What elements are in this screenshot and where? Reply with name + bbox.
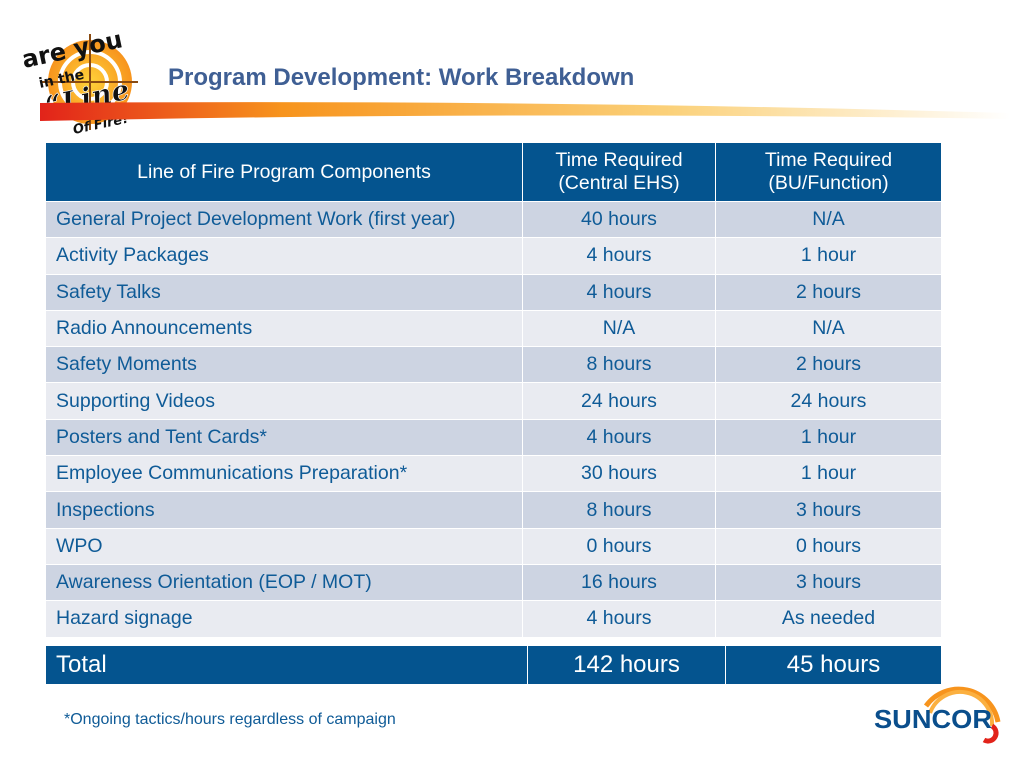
bu-function-time: 2 hours	[715, 273, 942, 311]
suncor-sun-icon	[923, 686, 1001, 744]
component-name: Inspections	[45, 491, 523, 529]
table-header-row: Line of Fire Program Components Time Req…	[45, 142, 942, 202]
bu-function-time: N/A	[715, 200, 942, 239]
component-name: Employee Communications Preparation*	[45, 455, 523, 493]
central-ehs-time: 16 hours	[522, 563, 716, 602]
table-row: Safety Moments 8 hours 2 hours	[45, 346, 942, 384]
table-row: Employee Communications Preparation* 30 …	[45, 455, 942, 493]
table-row: Awareness Orientation (EOP / MOT) 16 hou…	[45, 563, 942, 602]
component-name: Safety Talks	[45, 273, 523, 311]
total-row: Total 142 hours 45 hours	[45, 645, 942, 685]
total-bu-function: 45 hours	[725, 645, 942, 685]
bu-function-time: 1 hour	[715, 418, 942, 457]
component-name: General Project Development Work (first …	[45, 200, 523, 239]
component-name: Activity Packages	[45, 237, 523, 275]
table-row: General Project Development Work (first …	[45, 200, 942, 239]
table-row: Supporting Videos 24 hours 24 hours	[45, 382, 942, 420]
central-ehs-time: 4 hours	[522, 418, 716, 457]
bu-function-time: 0 hours	[715, 527, 942, 565]
central-ehs-time: 4 hours	[522, 600, 716, 638]
total-label: Total	[45, 645, 528, 685]
component-name: Safety Moments	[45, 346, 523, 384]
header-swoosh	[40, 102, 1010, 121]
bu-function-time: 1 hour	[715, 455, 942, 493]
table-row: WPO 0 hours 0 hours	[45, 527, 942, 565]
central-ehs-time: 8 hours	[522, 491, 716, 529]
central-ehs-time: 30 hours	[522, 455, 716, 493]
table-row: Radio Announcements N/A N/A	[45, 309, 942, 348]
component-name: WPO	[45, 527, 523, 565]
table-row: Inspections 8 hours 3 hours	[45, 491, 942, 529]
table-row: Safety Talks 4 hours 2 hours	[45, 273, 942, 311]
component-name: Supporting Videos	[45, 382, 523, 420]
column-header-components: Line of Fire Program Components	[45, 142, 523, 202]
central-ehs-time: N/A	[522, 309, 716, 348]
work-breakdown-table: Line of Fire Program Components Time Req…	[45, 142, 942, 638]
total-table: Total 142 hours 45 hours	[45, 645, 942, 685]
suncor-wordmark: SUNCOR	[874, 704, 992, 734]
column-header-central-ehs: Time Required (Central EHS)	[522, 142, 716, 202]
bu-function-time: 3 hours	[715, 491, 942, 529]
component-name: Posters and Tent Cards*	[45, 418, 523, 457]
central-ehs-time: 0 hours	[522, 527, 716, 565]
total-central-ehs: 142 hours	[527, 645, 726, 685]
component-name: Hazard signage	[45, 600, 523, 638]
table-row: Hazard signage 4 hours As needed	[45, 600, 942, 638]
suncor-logo: SUNCOR	[874, 686, 1001, 744]
table-row: Posters and Tent Cards* 4 hours 1 hour	[45, 418, 942, 457]
column-header-bu-function: Time Required (BU/Function)	[715, 142, 942, 202]
central-ehs-time: 8 hours	[522, 346, 716, 384]
page-title: Program Development: Work Breakdown	[168, 64, 635, 91]
component-name: Awareness Orientation (EOP / MOT)	[45, 563, 523, 602]
footnote: *Ongoing tactics/hours regardless of cam…	[64, 711, 396, 728]
central-ehs-time: 4 hours	[522, 273, 716, 311]
table-row: Activity Packages 4 hours 1 hour	[45, 237, 942, 275]
bu-function-time: 2 hours	[715, 346, 942, 384]
bu-function-time: As needed	[715, 600, 942, 638]
central-ehs-time: 24 hours	[522, 382, 716, 420]
bu-function-time: 3 hours	[715, 563, 942, 602]
component-name: Radio Announcements	[45, 309, 523, 348]
bu-function-time: N/A	[715, 309, 942, 348]
central-ehs-time: 40 hours	[522, 200, 716, 239]
bu-function-time: 24 hours	[715, 382, 942, 420]
bu-function-time: 1 hour	[715, 237, 942, 275]
central-ehs-time: 4 hours	[522, 237, 716, 275]
